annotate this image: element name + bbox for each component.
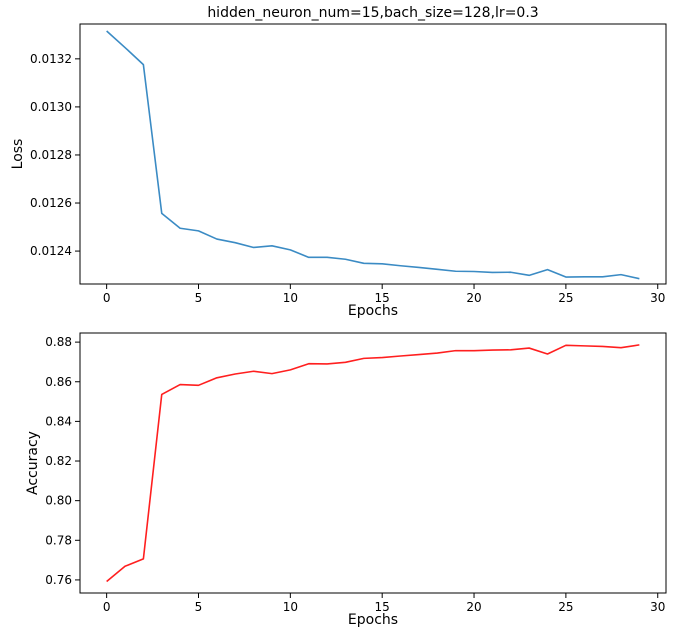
loss-y-tick-label: 0.0130 <box>30 100 72 114</box>
accuracy-x-tick-label: 0 <box>103 600 111 614</box>
loss-chart-title: hidden_neuron_num=15,bach_size=128,lr=0.… <box>207 5 538 21</box>
loss-y-tick-label: 0.0132 <box>30 52 72 66</box>
loss-x-axis-label: Epochs <box>348 303 398 319</box>
loss-chart: 0 5 10 15 20 25 30 0.0124 0.0126 0.0128 0.0130 0.01… <box>10 5 667 319</box>
accuracy-y-tick-label: 0.78 <box>45 533 72 547</box>
loss-x-tick-label: 10 <box>283 291 298 305</box>
accuracy-y-tick-label: 0.86 <box>45 375 72 389</box>
accuracy-y-tick-label: 0.80 <box>45 494 72 508</box>
accuracy-x-axis-label: Epochs <box>348 612 398 628</box>
accuracy-y-tick-label: 0.76 <box>45 573 72 587</box>
loss-x-tick-label: 0 <box>103 291 111 305</box>
accuracy-x-tick-label: 25 <box>558 600 573 614</box>
accuracy-x-tick-label: 30 <box>650 600 665 614</box>
accuracy-chart: 0 5 10 15 20 25 30 0.76 0.78 0.80 0.82 0.84 0.86 0.88… <box>25 332 667 628</box>
accuracy-x-tick-label: 20 <box>466 600 481 614</box>
accuracy-y-tick-label: 0.82 <box>45 454 72 468</box>
loss-y-tick-label: 0.0128 <box>30 148 72 162</box>
loss-x-tick-label: 15 <box>375 291 390 305</box>
accuracy-y-axis-label: Accuracy <box>25 431 41 495</box>
loss-x-tick-label: 25 <box>558 291 573 305</box>
accuracy-y-tick-label: 0.88 <box>45 335 72 349</box>
loss-y-tick-label: 0.0126 <box>30 196 72 210</box>
accuracy-x-tick-label: 5 <box>195 600 203 614</box>
loss-y-tick-label: 0.0124 <box>30 244 72 258</box>
accuracy-x-tick-label: 15 <box>375 600 390 614</box>
accuracy-plot-frame <box>79 332 667 594</box>
loss-plot-frame <box>79 23 667 285</box>
loss-x-tick-label: 5 <box>195 291 203 305</box>
accuracy-series-line <box>106 344 640 583</box>
loss-x-tick-label: 20 <box>466 291 481 305</box>
loss-x-tick-label: 30 <box>650 291 665 305</box>
accuracy-x-tick-label: 10 <box>283 600 298 614</box>
accuracy-y-tick-label: 0.84 <box>45 414 72 428</box>
loss-series-line <box>106 30 640 280</box>
loss-y-axis-label: Loss <box>10 139 26 170</box>
